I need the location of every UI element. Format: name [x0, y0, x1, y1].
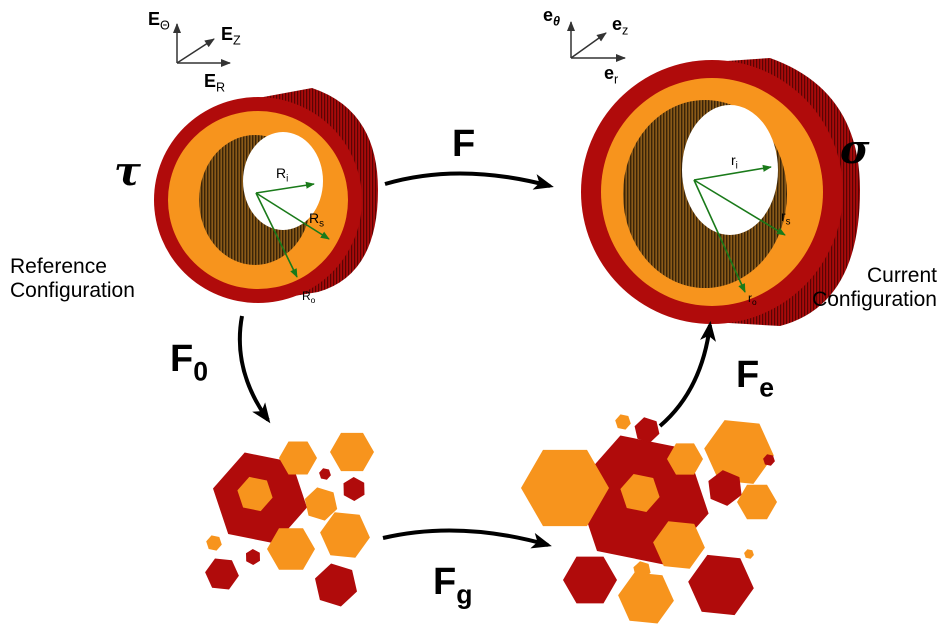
grown-cells-hexagon-cluster-icon	[521, 414, 777, 624]
hexagon-cell	[320, 512, 370, 558]
hexagon-cell	[744, 549, 754, 559]
radius-label-R-o: Ro	[302, 289, 316, 305]
axis-label-E-theta: EΘ	[148, 9, 170, 33]
map-label-F0: F0	[170, 338, 209, 387]
current-tube-icon	[581, 58, 860, 326]
hexagon-cell	[708, 470, 742, 506]
hexagon-cell	[563, 556, 617, 604]
radius-label-R-s: Rs	[309, 210, 325, 230]
hexagon-cell	[634, 417, 660, 443]
arrow-Fg	[382, 528, 552, 549]
current-caption: Current Configuration	[775, 264, 937, 312]
reference-caption-line1: Reference	[10, 255, 107, 278]
hexagon-cell	[633, 561, 651, 579]
hexagon-cell	[315, 563, 357, 607]
split-cells-hexagon-cluster-icon	[205, 432, 374, 607]
hexagon-cell	[763, 454, 775, 466]
hexagon-cell	[343, 477, 365, 501]
hexagon-cell	[618, 572, 674, 624]
hexagon-cell	[279, 441, 317, 475]
axis-label-e-z: ez	[612, 14, 629, 38]
axis-label-e-r: er	[604, 63, 619, 87]
current-radius-vectors	[693, 164, 786, 293]
arrow-Fe	[658, 321, 716, 428]
hexagon-cell	[653, 521, 705, 569]
hexagon-cell	[267, 528, 315, 570]
reference-symbol: τ	[114, 148, 141, 195]
hexagon-cell	[304, 487, 338, 521]
hexagon-cell	[737, 484, 777, 520]
radius-label-r-s: rs	[781, 208, 791, 228]
current-caption-line1: Current	[866, 264, 937, 287]
current-axes	[567, 21, 626, 62]
reference-radius-vectors	[255, 181, 330, 278]
hexagon-cell	[521, 449, 609, 527]
hexagon-cell	[205, 558, 239, 590]
arrow-F0	[237, 315, 271, 424]
axis-label-e-theta: eθ	[543, 5, 561, 29]
hexagon-cell	[620, 474, 660, 512]
hexagon-cell	[704, 420, 774, 484]
map-label-Fe: Fe	[736, 354, 775, 403]
reference-tube-icon	[154, 88, 378, 303]
hexagon-cell	[688, 554, 754, 616]
current-symbol: σ	[840, 126, 870, 173]
hexagon-cell	[615, 414, 631, 430]
hexagon-cell	[319, 468, 331, 480]
radius-label-r-o: ro	[748, 291, 757, 307]
radius-label-R-i: Ri	[276, 165, 289, 185]
radius-label-r-i: ri	[731, 152, 738, 172]
axis-label-E-R: ER	[204, 71, 226, 95]
map-label-F: F	[452, 123, 476, 165]
hexagon-cell	[206, 535, 222, 551]
reference-caption-line2: Configuration	[10, 279, 135, 303]
hexagon-cell	[246, 549, 260, 565]
hexagon-cell	[330, 432, 374, 472]
axis-label-E-Z: EZ	[221, 24, 241, 48]
map-label-Fg: Fg	[433, 561, 473, 610]
hexagon-cell	[667, 443, 703, 475]
hexagon-cell	[237, 476, 273, 512]
reference-axes	[173, 23, 231, 67]
reference-caption: Reference Configuration	[10, 255, 135, 303]
current-caption-line2: Configuration	[812, 288, 937, 312]
arrow-F	[384, 171, 554, 190]
